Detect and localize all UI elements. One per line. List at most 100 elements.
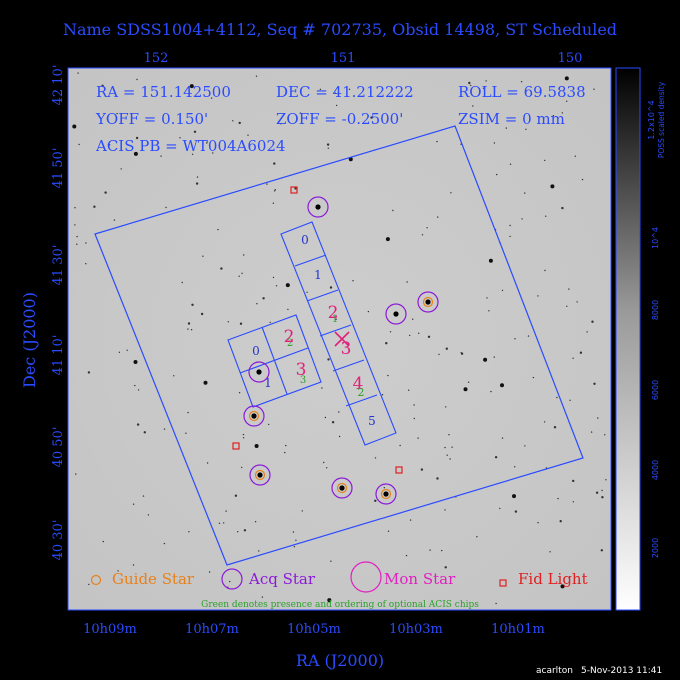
field-star — [118, 351, 121, 353]
legend-acq-label: Acq Star — [248, 570, 316, 588]
field-star — [285, 283, 290, 288]
field-star — [496, 173, 498, 176]
field-star — [338, 435, 341, 438]
field-star — [187, 411, 189, 414]
bright-star — [393, 311, 399, 317]
guide-star-marker — [336, 482, 348, 494]
acis-s1-label: 1 — [314, 268, 322, 282]
fid-lights — [232, 186, 403, 474]
acis-s-divider — [319, 324, 352, 337]
field-of-view-outline — [94, 125, 584, 566]
field-star — [135, 136, 139, 140]
field-star — [206, 462, 209, 464]
bottom-tick-label: 10h01m — [491, 622, 545, 637]
left-axis-label: Dec (J2000) — [20, 292, 39, 388]
field-star — [238, 392, 241, 394]
bottom-tick-label: 10h07m — [185, 622, 239, 637]
field-star — [509, 224, 511, 227]
field-star — [600, 549, 603, 552]
field-star — [102, 540, 105, 543]
field-star — [512, 494, 516, 499]
legend-guide-icon — [90, 574, 102, 586]
field-star — [85, 242, 87, 244]
field-star — [494, 456, 498, 459]
field-star — [420, 468, 424, 471]
field-star — [273, 162, 276, 165]
info-acis-pb: ACIS PB = WT004A6024 — [95, 137, 286, 155]
field-star — [274, 189, 276, 191]
field-star — [241, 272, 243, 274]
field-star — [256, 303, 258, 305]
field-star — [501, 437, 504, 439]
field-star — [445, 347, 448, 350]
field-star — [532, 376, 535, 379]
field-star — [561, 206, 564, 210]
field-star — [287, 308, 289, 311]
field-star — [514, 510, 518, 513]
field-star — [243, 529, 247, 532]
field-star — [566, 305, 568, 307]
bottom-tick-label: 10h09m — [83, 622, 137, 637]
acis-s-divider — [345, 394, 378, 407]
field-star — [524, 445, 526, 447]
field-star — [74, 224, 76, 226]
field-star — [549, 551, 551, 553]
acis-i0-label: 0 — [252, 344, 260, 358]
colorbar-title: POSS scaled density — [657, 81, 666, 158]
field-star — [229, 580, 231, 583]
field-star — [521, 218, 523, 220]
field-star — [387, 530, 390, 532]
field-star — [486, 297, 488, 299]
acis-i1-label: 1 — [264, 376, 272, 390]
field-star — [581, 178, 584, 181]
field-star — [280, 123, 282, 125]
bottom-axis-label: RA (J2000) — [296, 651, 384, 670]
field-star — [136, 78, 138, 81]
top-tick-label: 151 — [331, 51, 356, 66]
field-star — [206, 142, 208, 144]
field-star — [275, 285, 278, 287]
field-star — [187, 322, 191, 325]
field-star — [262, 297, 265, 300]
field-star — [483, 357, 488, 362]
field-star — [446, 454, 448, 456]
field-star — [266, 183, 268, 185]
top-tick-label: 150 — [558, 51, 583, 66]
legend-acq-icon — [221, 568, 243, 590]
field-star — [389, 331, 392, 333]
field-star — [295, 539, 297, 541]
field-star — [294, 187, 297, 190]
colorbar-tick-label: 2000 — [651, 538, 660, 558]
field-star — [591, 320, 594, 323]
field-star — [544, 269, 546, 272]
field-star — [326, 143, 330, 146]
field-star — [408, 389, 410, 391]
field-star — [429, 549, 431, 551]
field-star — [418, 332, 420, 334]
field-star — [200, 312, 204, 316]
field-star — [185, 432, 187, 434]
field-star — [93, 205, 96, 208]
field-star — [413, 417, 415, 420]
field-star — [559, 520, 562, 523]
acis-s5-label: 5 — [368, 414, 376, 428]
field-star — [241, 466, 243, 469]
acis-s3-label: 3 — [341, 339, 352, 359]
field-star — [188, 531, 190, 533]
field-star — [254, 444, 259, 448]
top-tick-label: 152 — [144, 51, 169, 66]
field-star — [77, 72, 79, 74]
info-zoff: ZOFF = -0.2500' — [276, 110, 403, 128]
field-star — [495, 602, 497, 605]
bottom-tick-label: 10h03m — [389, 622, 443, 637]
field-star — [544, 159, 546, 162]
field-star — [273, 190, 276, 192]
field-star — [181, 281, 183, 284]
fid-light-marker — [290, 186, 298, 194]
field-star — [472, 105, 474, 107]
field-star — [76, 243, 78, 245]
acis-i-divider — [239, 347, 309, 374]
acis-s-outline — [280, 221, 397, 446]
field-star — [482, 87, 485, 90]
field-star — [237, 531, 239, 533]
